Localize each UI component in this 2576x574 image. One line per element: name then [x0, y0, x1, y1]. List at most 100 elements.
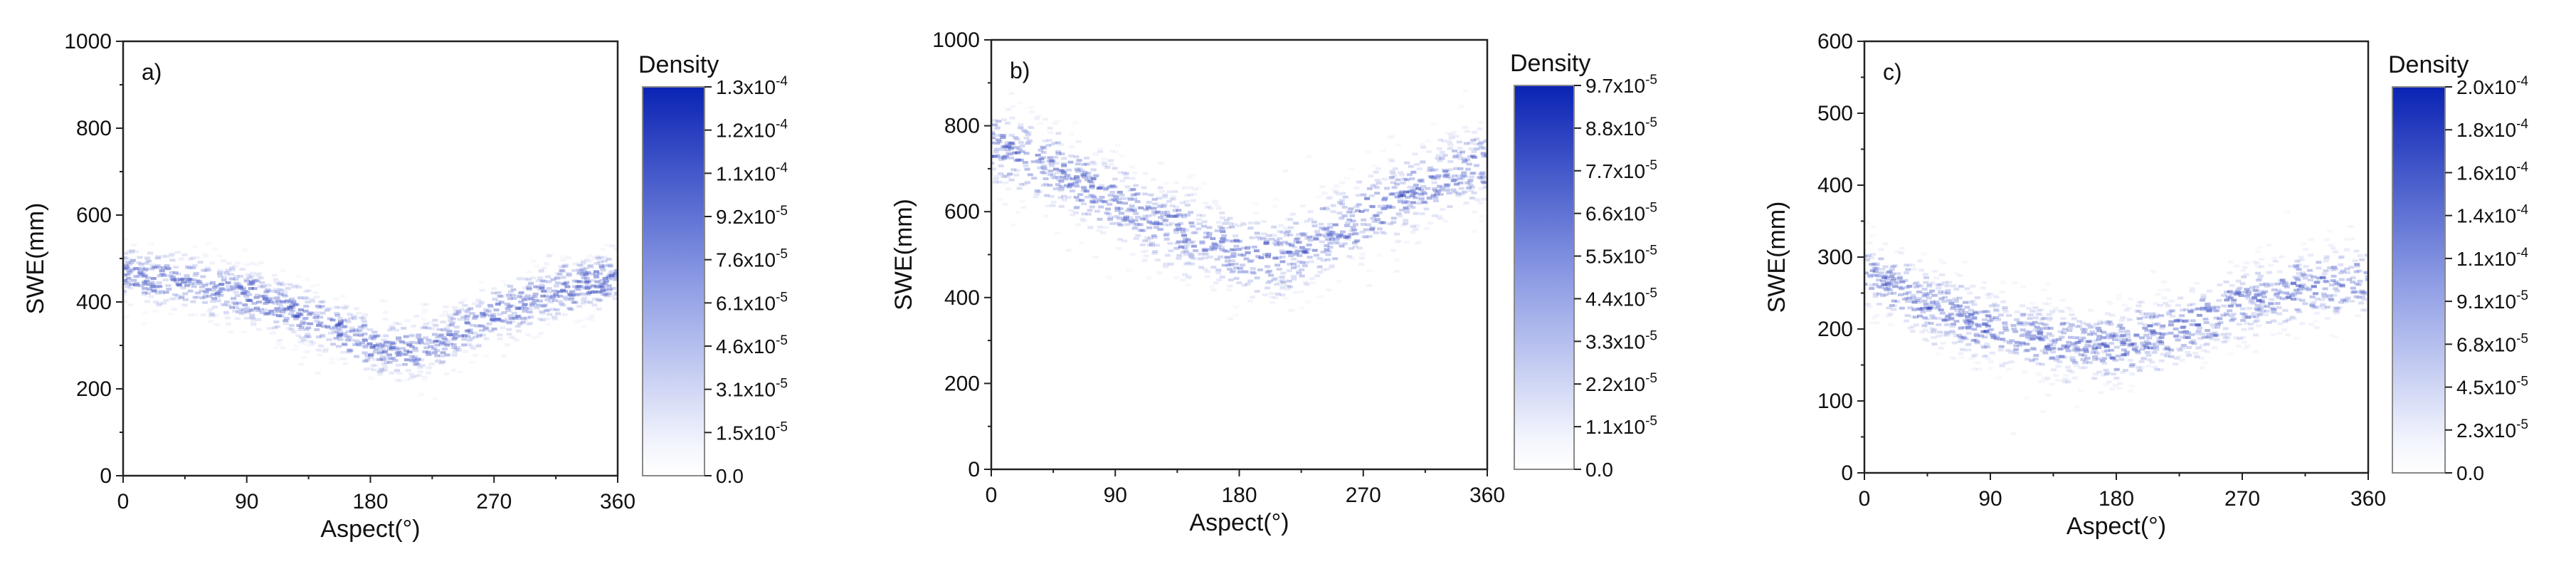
density-cell [1146, 201, 1152, 204]
density-cell [1931, 316, 1937, 320]
density-cell [1182, 186, 1188, 189]
density-cell [204, 266, 211, 270]
density-cell [163, 291, 169, 294]
density-cell [2081, 328, 2088, 331]
density-cell [250, 316, 256, 320]
density-cell [1447, 160, 1454, 163]
density-cell [1444, 184, 1450, 188]
density-cell [1145, 214, 1151, 218]
density-cell [2262, 290, 2269, 293]
density-cell [2321, 272, 2328, 276]
density-cell [1120, 197, 1126, 200]
density-cell [1078, 199, 1084, 202]
density-cell [1227, 216, 1233, 220]
density-cell [2328, 297, 2334, 301]
density-cell [399, 340, 406, 344]
density-cell [1355, 209, 1361, 212]
density-cell [1420, 190, 1427, 194]
density-cell [335, 327, 342, 330]
density-cell [1025, 142, 1031, 145]
density-cell [225, 322, 231, 325]
density-cell [265, 283, 272, 287]
density-cell [1881, 276, 1888, 279]
density-cell [245, 298, 251, 301]
density-cell [361, 320, 368, 323]
density-cell [282, 294, 288, 298]
density-cell [1304, 219, 1310, 223]
density-cell [520, 320, 527, 324]
density-cell [2237, 286, 2243, 290]
density-cell [1964, 287, 1970, 291]
density-cell [1225, 226, 1232, 229]
density-cell [384, 340, 390, 344]
density-cell [1057, 142, 1064, 146]
density-cell [519, 291, 525, 294]
density-cell [1103, 187, 1109, 190]
density-cell [1040, 170, 1046, 174]
density-cell [604, 244, 611, 247]
density-cell [1467, 179, 1474, 182]
density-cell [2081, 354, 2088, 358]
density-cell [1182, 240, 1188, 244]
density-cell [425, 350, 431, 354]
density-cell [495, 318, 502, 321]
density-cell [1074, 184, 1080, 188]
density-cell [1311, 224, 1318, 228]
density-cell [2296, 291, 2303, 295]
density-cell [1941, 333, 1947, 337]
density-cell [1018, 182, 1025, 186]
density-cell [290, 306, 296, 309]
density-cell [2229, 283, 2235, 287]
density-cell [516, 329, 522, 333]
density-cell [569, 298, 575, 301]
density-cell [1284, 234, 1290, 237]
density-cell [303, 305, 310, 308]
density-cell [283, 322, 289, 325]
density-cell [2074, 336, 2080, 340]
density-cell [550, 278, 556, 281]
density-cell [416, 336, 422, 340]
density-cell [2333, 335, 2339, 339]
density-cell [2306, 268, 2313, 272]
density-cell [2240, 268, 2247, 272]
density-cell [1303, 283, 1309, 286]
density-cell [2240, 335, 2247, 339]
density-cell [431, 333, 438, 336]
density-cell [1945, 331, 1951, 335]
density-cell [1029, 110, 1035, 114]
density-cell [564, 281, 570, 284]
density-cell [1427, 221, 1434, 225]
density-cell [582, 273, 588, 277]
density-cell [2248, 323, 2254, 326]
density-cell [1975, 367, 1982, 371]
density-cell [2212, 346, 2218, 350]
density-cell [465, 329, 471, 333]
density-cell [149, 285, 155, 288]
density-cell [142, 311, 149, 315]
density-cell [2062, 328, 2068, 331]
density-cell [1201, 248, 1208, 251]
density-cell [2190, 339, 2196, 343]
density-cell [390, 357, 396, 360]
density-cell [1958, 327, 1964, 330]
density-cell [2333, 312, 2340, 315]
density-cell [2358, 301, 2364, 305]
density-cell [1036, 160, 1042, 164]
density-cell [2280, 281, 2286, 284]
density-cell [2343, 238, 2350, 241]
density-cell [2122, 343, 2128, 346]
density-cell [535, 286, 542, 289]
density-cell [1293, 221, 1299, 225]
density-cell [298, 336, 305, 340]
density-cell [241, 286, 247, 290]
density-cell [1034, 115, 1040, 119]
density-cell [601, 289, 607, 293]
colorbar-tick-label: 1.1x10-4 [2456, 246, 2528, 270]
density-cell [1266, 234, 1272, 237]
density-cell [2315, 280, 2321, 283]
density-cell [290, 299, 297, 303]
density-cell [2025, 348, 2031, 352]
density-cell [228, 330, 234, 334]
density-cell [2234, 290, 2240, 293]
density-cell [2291, 292, 2298, 296]
